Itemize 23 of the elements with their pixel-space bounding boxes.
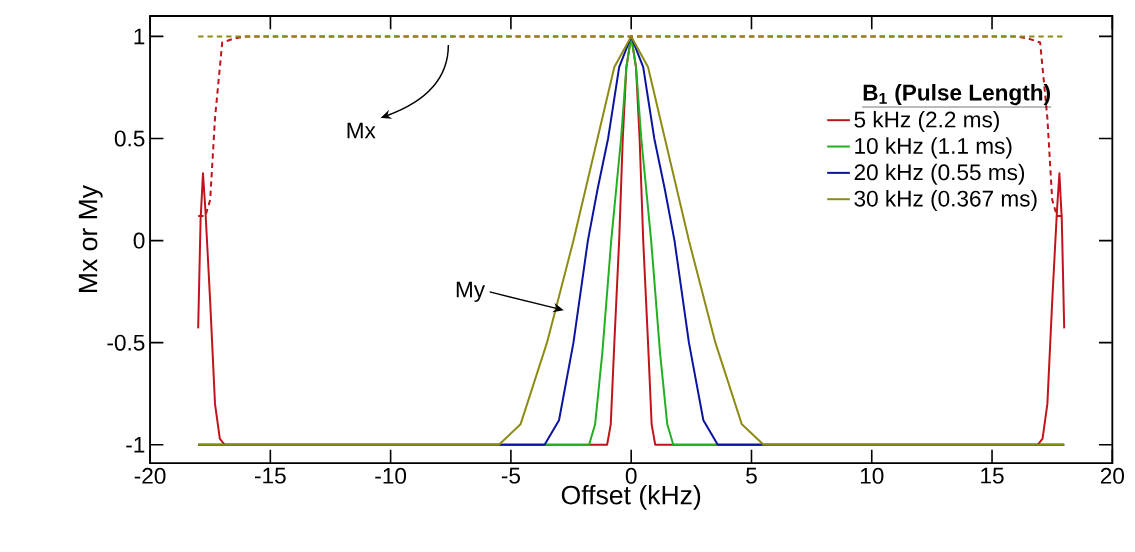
annotation: My	[456, 281, 486, 302]
x-tick-label: -10	[375, 467, 407, 484]
y-tick-label: 0	[133, 232, 145, 249]
y-tick-label: -0.5	[107, 334, 145, 351]
x-tick-label: -20	[134, 467, 166, 484]
x-tick-label: 20	[1100, 467, 1125, 484]
annotation: Mx	[347, 122, 376, 139]
legend-label: 30 kHz (0.367 ms)	[854, 189, 1037, 211]
legend-label: 10 kHz (1.1 ms)	[855, 137, 1012, 159]
y-axis-title: Mx or My	[78, 184, 103, 292]
x-tick-label: -5	[501, 467, 520, 484]
x-axis-title: Offset (kHz)	[561, 484, 701, 510]
x-tick-label: 15	[981, 467, 1004, 484]
x-tick-label: 0	[625, 467, 637, 484]
x-tick-label: 5	[746, 467, 757, 484]
x-tick-label: 10	[860, 467, 884, 484]
legend-label: 5 kHz (2.2 ms)	[854, 110, 999, 132]
y-tick-label: -1	[126, 436, 145, 453]
y-tick-label: 1	[134, 28, 145, 45]
y-tick-label: 0.5	[114, 130, 145, 147]
text: B$_{1}$ (Pulse Length)	[863, 83, 1050, 106]
x-tick-label: -15	[255, 467, 286, 484]
legend-label: 20 kHz (0.55 ms)	[854, 163, 1025, 185]
